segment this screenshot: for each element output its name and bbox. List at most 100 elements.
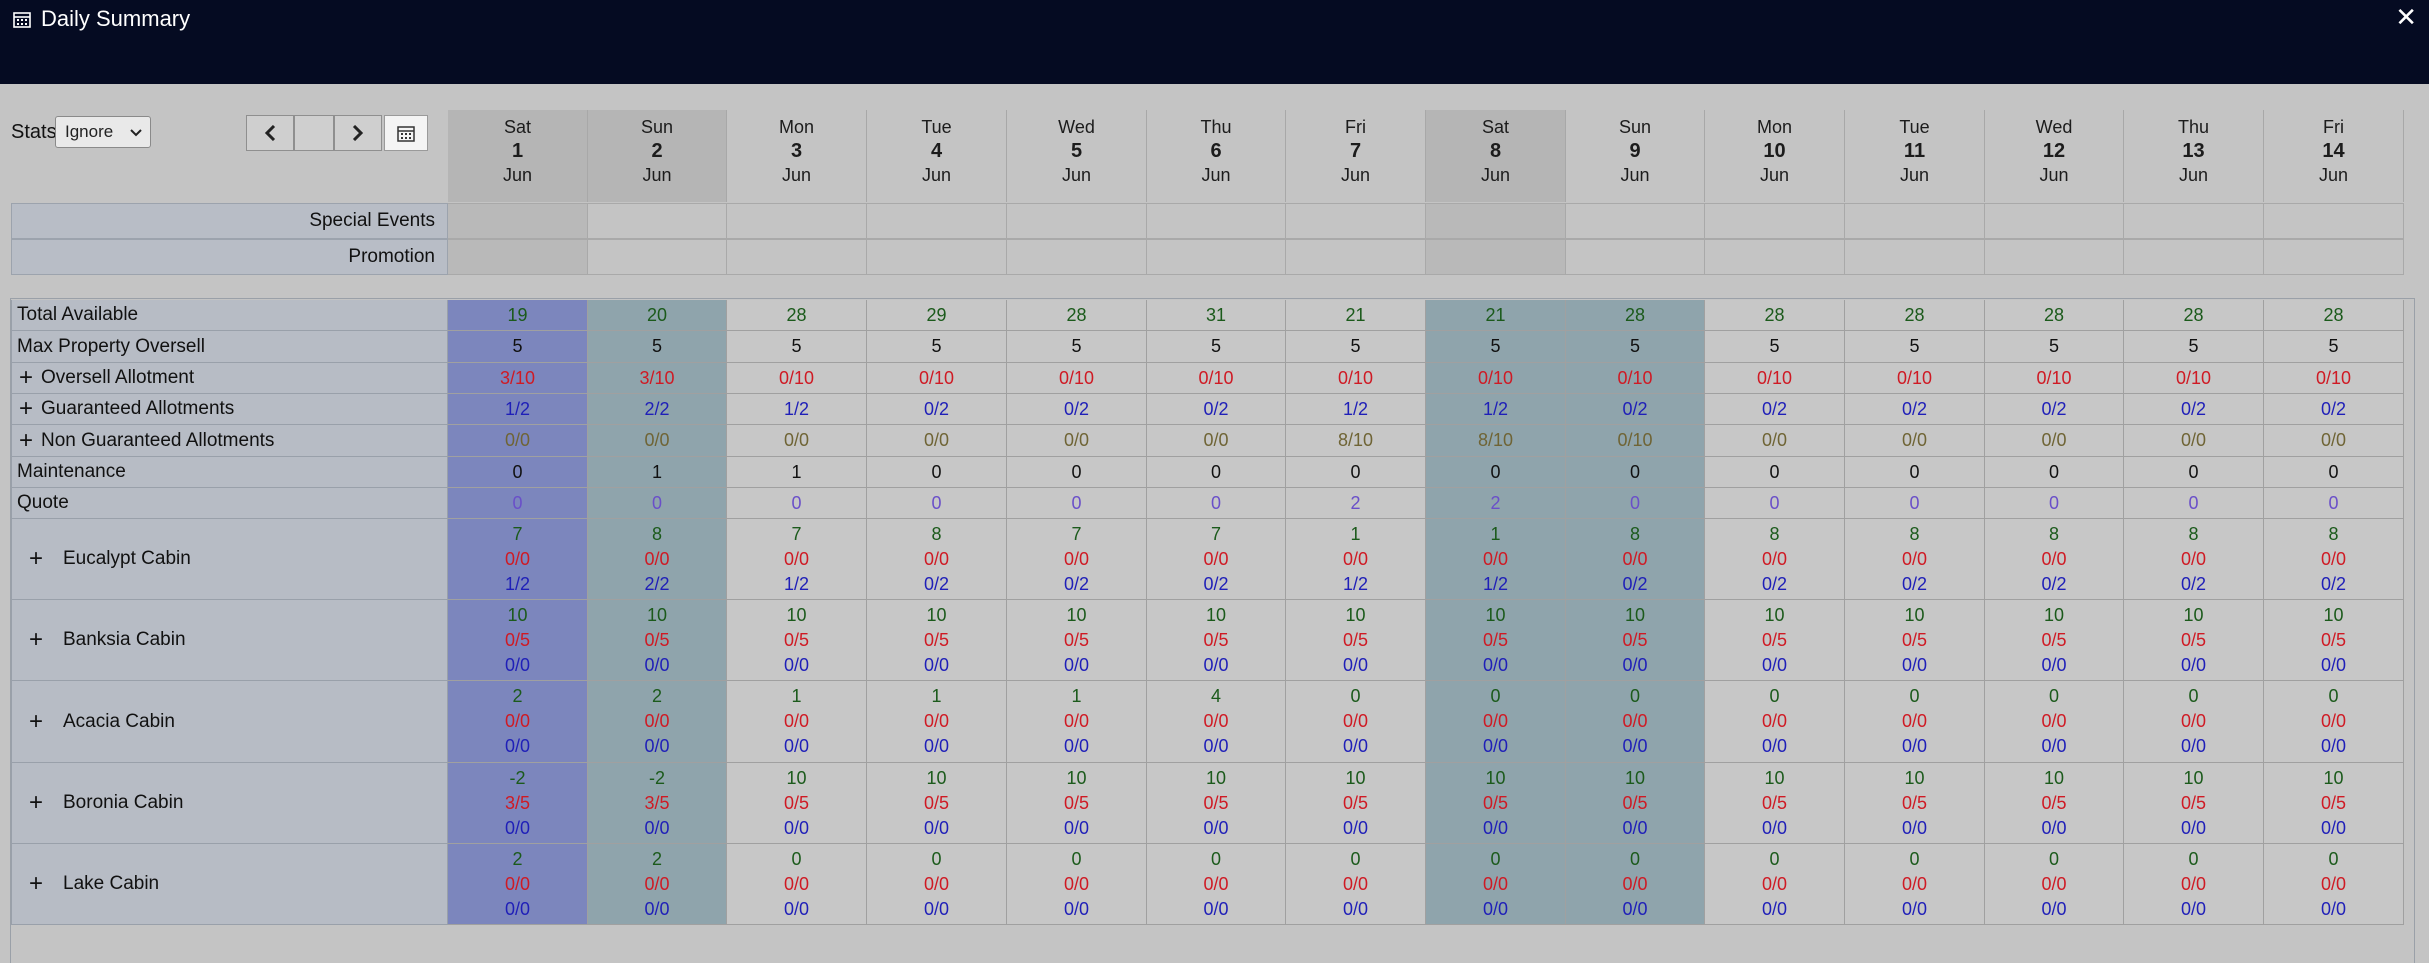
summary-cell[interactable]: 0/10	[1845, 363, 1985, 394]
summary-cell[interactable]: 5	[1845, 331, 1985, 363]
expand-plus-icon[interactable]: +	[28, 870, 43, 897]
summary-cell[interactable]: 0/10	[1426, 363, 1566, 394]
summary-cell[interactable]: 0/0	[727, 425, 867, 457]
date-picker-button[interactable]	[384, 115, 428, 151]
room-cell[interactable]: 2 0/0 0/0	[448, 844, 588, 925]
room-cell[interactable]: 1 0/0 0/0	[727, 681, 867, 763]
expand-plus-icon[interactable]: +	[18, 364, 33, 391]
summary-cell[interactable]: 0/2	[1705, 394, 1845, 425]
summary-cell[interactable]: 0/10	[1705, 363, 1845, 394]
room-cell[interactable]: 0 0/0 0/0	[1286, 681, 1426, 763]
room-cell[interactable]: 10 0/5 0/0	[867, 600, 1007, 681]
day-header[interactable]: Wed 12 Jun	[1985, 110, 2124, 202]
summary-cell[interactable]: 0/10	[1566, 425, 1705, 457]
room-cell[interactable]: 8 0/0 2/2	[588, 519, 727, 600]
event-cell[interactable]	[1286, 239, 1426, 275]
summary-cell[interactable]: 0	[1566, 488, 1705, 519]
summary-cell[interactable]: 5	[2264, 331, 2404, 363]
room-cell[interactable]: 10 0/5 0/0	[727, 763, 867, 844]
room-cell[interactable]: 10 0/5 0/0	[1566, 600, 1705, 681]
room-cell[interactable]: -2 3/5 0/0	[448, 763, 588, 844]
summary-cell[interactable]: 20	[588, 300, 727, 331]
next-button[interactable]	[334, 115, 382, 151]
summary-cell[interactable]: 0	[867, 488, 1007, 519]
summary-cell[interactable]: 1/2	[448, 394, 588, 425]
event-cell[interactable]	[1845, 203, 1985, 239]
summary-cell[interactable]: 0	[448, 457, 588, 488]
room-row-label[interactable]: + Lake Cabin	[11, 844, 448, 925]
room-cell[interactable]: 10 0/5 0/0	[448, 600, 588, 681]
day-header[interactable]: Mon 10 Jun	[1705, 110, 1845, 202]
summary-cell[interactable]: 5	[1566, 331, 1705, 363]
summary-cell[interactable]: 0	[2124, 457, 2264, 488]
day-header[interactable]: Sat 1 Jun	[448, 110, 588, 202]
summary-cell[interactable]: 5	[448, 331, 588, 363]
room-cell[interactable]: 8 0/0 0/2	[1705, 519, 1845, 600]
event-cell[interactable]	[1147, 239, 1286, 275]
event-cell[interactable]	[1705, 239, 1845, 275]
event-cell[interactable]	[1845, 239, 1985, 275]
summary-cell[interactable]: 0/0	[2264, 425, 2404, 457]
summary-cell[interactable]: 0/10	[867, 363, 1007, 394]
summary-cell[interactable]: 0/2	[2124, 394, 2264, 425]
summary-cell[interactable]: 0/0	[588, 425, 727, 457]
previous-button[interactable]	[246, 115, 294, 151]
expand-plus-icon[interactable]: +	[28, 789, 43, 816]
room-cell[interactable]: 7 0/0 0/2	[1147, 519, 1286, 600]
room-cell[interactable]: 10 0/5 0/0	[2264, 763, 2404, 844]
room-cell[interactable]: 7 0/0 1/2	[448, 519, 588, 600]
event-cell[interactable]	[1566, 239, 1705, 275]
summary-cell[interactable]: 5	[2124, 331, 2264, 363]
room-row-label[interactable]: + Banksia Cabin	[11, 600, 448, 681]
summary-cell[interactable]: 31	[1147, 300, 1286, 331]
room-cell[interactable]: 0 0/0 0/0	[1705, 681, 1845, 763]
day-header[interactable]: Tue 4 Jun	[867, 110, 1007, 202]
room-row-label[interactable]: + Acacia Cabin	[11, 681, 448, 763]
room-cell[interactable]: 7 0/0 1/2	[727, 519, 867, 600]
summary-cell[interactable]: 0/2	[1845, 394, 1985, 425]
day-header[interactable]: Thu 13 Jun	[2124, 110, 2264, 202]
summary-cell[interactable]: 21	[1426, 300, 1566, 331]
summary-cell[interactable]: 0	[1985, 457, 2124, 488]
event-cell[interactable]	[867, 239, 1007, 275]
room-cell[interactable]: 0 0/0 0/0	[867, 844, 1007, 925]
summary-cell[interactable]: 28	[1985, 300, 2124, 331]
summary-cell[interactable]: 0/10	[2264, 363, 2404, 394]
summary-cell[interactable]: 0	[1147, 457, 1286, 488]
summary-cell[interactable]: 0/10	[2124, 363, 2264, 394]
room-cell[interactable]: 0 0/0 0/0	[1426, 681, 1566, 763]
summary-cell[interactable]: 28	[2124, 300, 2264, 331]
summary-cell[interactable]: 0/2	[1566, 394, 1705, 425]
day-header[interactable]: Sun 2 Jun	[588, 110, 727, 202]
summary-cell[interactable]: 21	[1286, 300, 1426, 331]
room-cell[interactable]: 10 0/5 0/0	[1985, 600, 2124, 681]
room-cell[interactable]: 10 0/5 0/0	[1705, 600, 1845, 681]
summary-cell[interactable]: 5	[588, 331, 727, 363]
expand-plus-icon[interactable]: +	[18, 395, 33, 422]
summary-cell[interactable]: 0/0	[2124, 425, 2264, 457]
summary-cell[interactable]: 0/0	[1985, 425, 2124, 457]
room-row-label[interactable]: + Eucalypt Cabin	[11, 519, 448, 600]
summary-cell[interactable]: 5	[867, 331, 1007, 363]
summary-cell[interactable]: 19	[448, 300, 588, 331]
room-cell[interactable]: 2 0/0 0/0	[588, 844, 727, 925]
event-cell[interactable]	[448, 203, 588, 239]
room-cell[interactable]: 1 0/0 0/0	[1007, 681, 1147, 763]
expand-plus-icon[interactable]: +	[18, 426, 33, 454]
close-icon[interactable]: ✕	[2395, 2, 2417, 32]
room-cell[interactable]: 10 0/5 0/0	[1985, 763, 2124, 844]
summary-cell[interactable]: 5	[1007, 331, 1147, 363]
day-header[interactable]: Fri 7 Jun	[1286, 110, 1426, 202]
summary-cell[interactable]: 0	[1426, 457, 1566, 488]
summary-cell[interactable]: 3/10	[448, 363, 588, 394]
summary-cell[interactable]: 28	[1705, 300, 1845, 331]
summary-cell[interactable]: 0	[1566, 457, 1705, 488]
summary-cell[interactable]: 0	[1007, 488, 1147, 519]
day-header[interactable]: Thu 6 Jun	[1147, 110, 1286, 202]
room-cell[interactable]: 0 0/0 0/0	[727, 844, 867, 925]
event-cell[interactable]	[588, 239, 727, 275]
event-cell[interactable]	[2264, 203, 2404, 239]
room-cell[interactable]: 8 0/0 0/2	[1985, 519, 2124, 600]
event-cell[interactable]	[1426, 239, 1566, 275]
summary-cell[interactable]: 0	[867, 457, 1007, 488]
